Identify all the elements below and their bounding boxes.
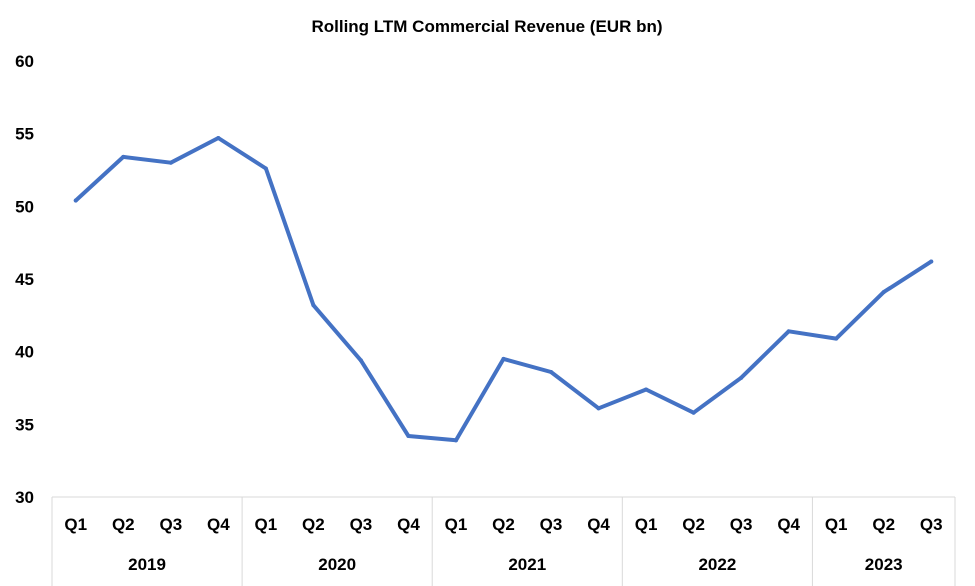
year-group-label: 2019 xyxy=(128,555,166,574)
x-tick-label: Q3 xyxy=(540,515,563,534)
data-point xyxy=(168,160,173,165)
data-point xyxy=(358,358,363,363)
x-tick-label: Q3 xyxy=(350,515,373,534)
x-tick-label: Q1 xyxy=(635,515,658,534)
x-tick-label: Q3 xyxy=(920,515,943,534)
year-group-label: 2022 xyxy=(698,555,736,574)
x-tick-label: Q2 xyxy=(492,515,515,534)
data-point xyxy=(596,406,601,411)
data-point xyxy=(881,290,886,295)
series-group xyxy=(73,136,934,443)
data-point xyxy=(929,259,934,264)
data-point xyxy=(216,136,221,141)
data-point xyxy=(644,387,649,392)
x-tick-label: Q1 xyxy=(445,515,468,534)
data-point xyxy=(501,356,506,361)
y-tick-label: 35 xyxy=(15,415,34,434)
series-line xyxy=(73,136,934,443)
x-tick-label: Q2 xyxy=(112,515,135,534)
y-axis: 30 35 40 45 50 55 60 xyxy=(15,52,34,507)
x-tick-label: Q3 xyxy=(730,515,753,534)
y-tick-label: 45 xyxy=(15,270,34,289)
data-point xyxy=(834,336,839,341)
y-tick-label: 40 xyxy=(15,343,34,362)
y-tick-label: 50 xyxy=(15,197,34,216)
data-point xyxy=(311,303,316,308)
x-axis: Q1 Q2 Q3 Q4 Q1 Q2 Q3 Q4 Q1 Q2 Q3 Q4 Q1 Q2 Q3 Q4 Q1 Q2 Q3 20… xyxy=(51,496,956,586)
year-group-label: 2021 xyxy=(508,555,546,574)
x-tick-label: Q4 xyxy=(587,515,610,534)
year-group-label: 2020 xyxy=(318,555,356,574)
data-point xyxy=(121,154,126,159)
data-point xyxy=(73,198,78,203)
x-tick-label: Q4 xyxy=(207,515,230,534)
x-tick-label: Q2 xyxy=(302,515,325,534)
y-tick-label: 55 xyxy=(15,125,34,144)
x-tick-label: Q1 xyxy=(825,515,848,534)
data-point xyxy=(263,166,268,171)
data-point xyxy=(739,375,744,380)
x-tick-label: Q2 xyxy=(872,515,895,534)
x-tick-label: Q2 xyxy=(682,515,705,534)
x-tick-label: Q4 xyxy=(777,515,800,534)
data-point xyxy=(691,410,696,415)
data-point xyxy=(406,433,411,438)
x-tick-label: Q4 xyxy=(397,515,420,534)
data-point xyxy=(453,438,458,443)
y-tick-label: 30 xyxy=(15,488,34,507)
data-point xyxy=(786,329,791,334)
x-tick-label: Q1 xyxy=(64,515,87,534)
y-tick-label: 60 xyxy=(15,52,34,71)
year-group-label: 2023 xyxy=(865,555,903,574)
chart-title: Rolling LTM Commercial Revenue (EUR bn) xyxy=(311,17,662,36)
data-point xyxy=(549,370,554,375)
x-tick-label: Q3 xyxy=(159,515,182,534)
x-tick-label: Q1 xyxy=(255,515,278,534)
